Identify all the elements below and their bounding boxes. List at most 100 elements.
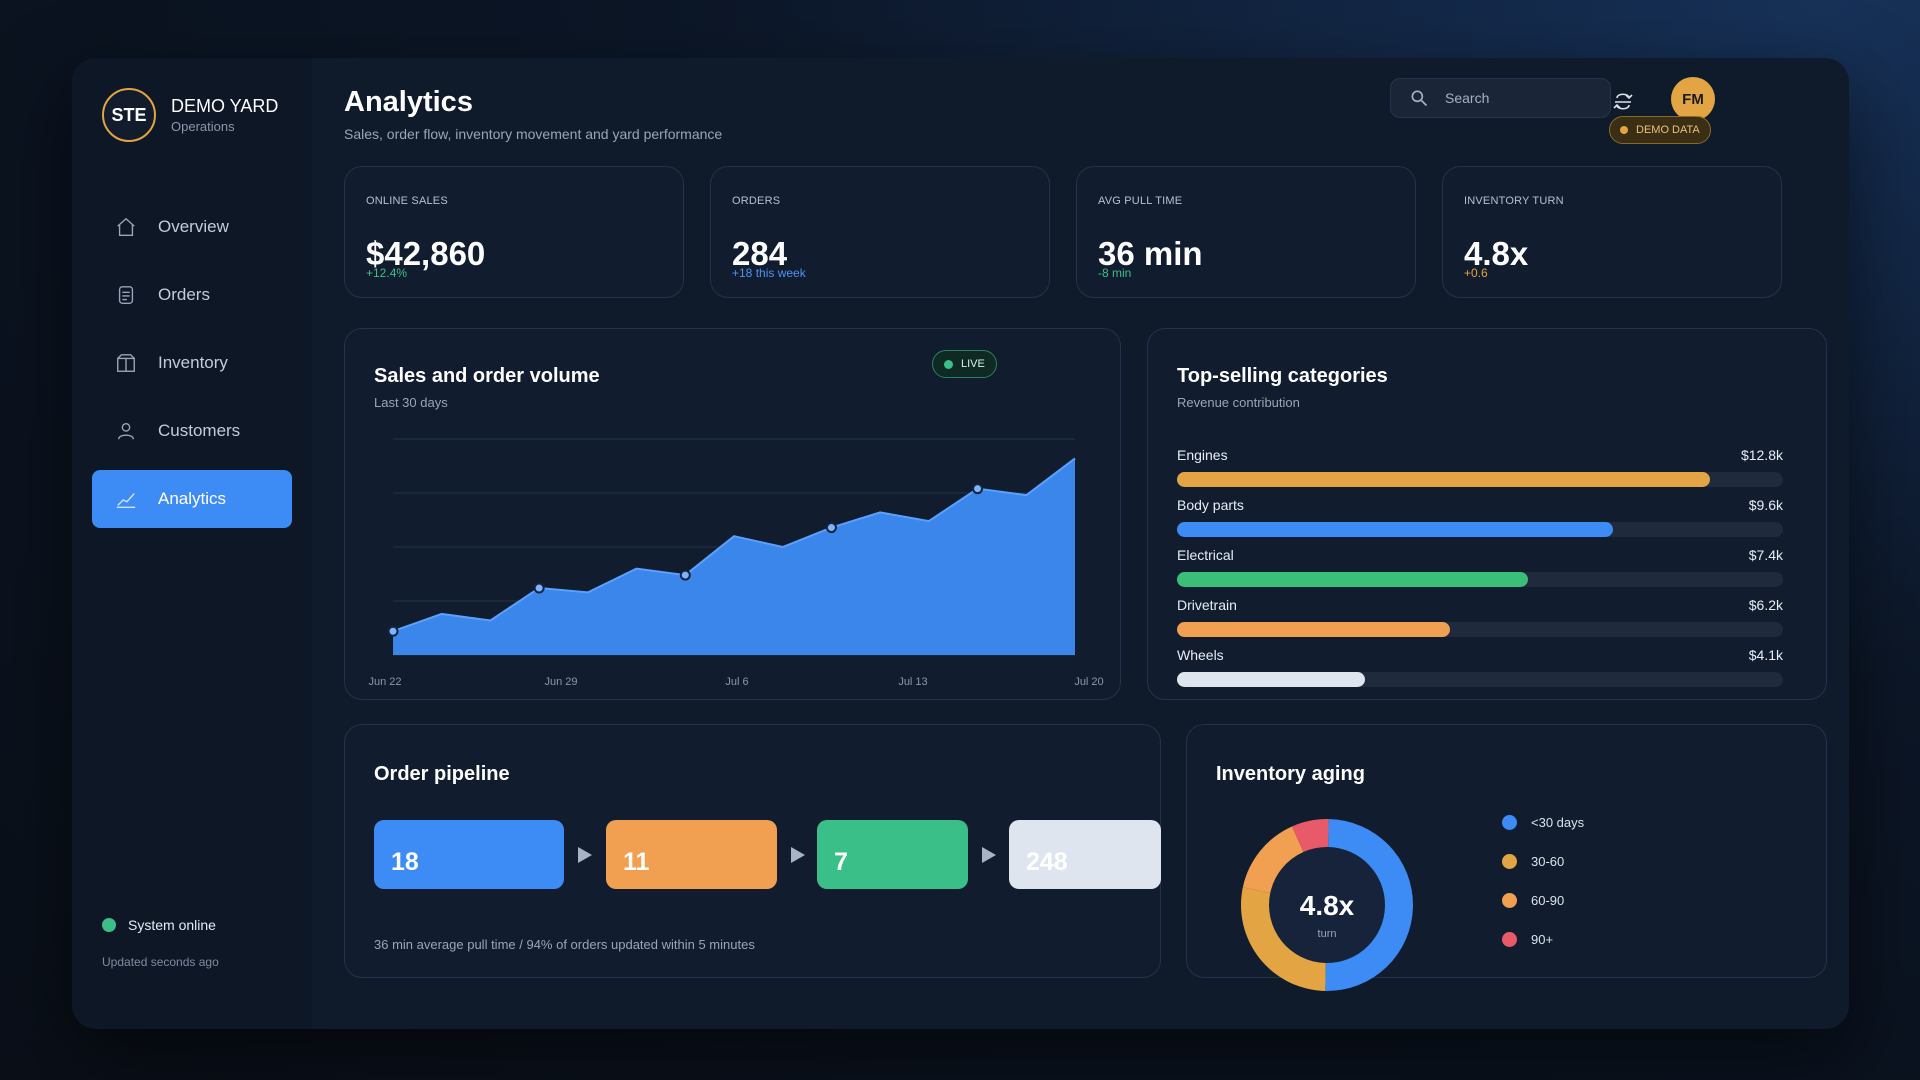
search-icon [1409,88,1429,108]
card-title: Inventory aging [1216,763,1365,785]
kpi-label: ONLINE SALES [366,195,448,207]
live-label: LIVE [961,358,985,370]
pipeline-stage[interactable]: 18 [374,820,564,889]
kpi-delta: +0.6 [1464,266,1488,280]
kpi-card-avg-pull-time: AVG PULL TIME 36 min -8 min [1076,166,1416,298]
inventory-aging-donut: 4.8x turn [1241,819,1413,991]
sidebar: STE DEMO YARD Operations Overview Orders [72,58,312,1029]
donut-hole [1269,847,1385,963]
avatar[interactable]: FM [1671,77,1715,121]
legend-item: 90+ [1502,932,1553,947]
sidebar-item-label: Inventory [158,353,228,372]
home-icon [114,215,138,239]
legend-swatch [1502,815,1517,830]
sidebar-nav: Overview Orders Inventory Customers [92,198,292,538]
card-subtitle: Revenue contribution [1177,395,1300,410]
pipeline-stage-count: 11 [623,848,650,876]
status-dot [102,918,116,932]
pipeline-arrow-icon [791,847,805,863]
legend-item: <30 days [1502,815,1584,830]
sidebar-item-analytics[interactable]: Analytics [92,470,292,528]
category-bar-fill [1177,672,1365,687]
user-icon [114,419,138,443]
kpi-value: 284 [732,235,788,272]
card-title: Order pipeline [374,763,510,785]
chart-x-tick-label: Jul 6 [725,676,748,688]
card-subtitle: Last 30 days [374,395,448,410]
page-subtitle: Sales, order flow, inventory movement an… [344,126,723,142]
category-bar-fill [1177,572,1529,587]
chart-area-line [392,457,1076,633]
sidebar-item-orders[interactable]: Orders [92,266,292,324]
card-title: Top-selling categories [1177,365,1388,387]
card-title: Sales and order volume [374,365,600,387]
badge-dot [1620,126,1628,134]
category-value: $6.2k [1748,597,1783,613]
pipeline-stage-count: 7 [834,848,848,876]
category-value: $4.1k [1748,647,1783,663]
category-row: Body parts $9.6k [1177,497,1783,537]
live-badge: LIVE [932,350,997,378]
legend-label: 30-60 [1531,854,1565,869]
sidebar-item-label: Analytics [158,489,227,508]
brand[interactable]: STE DEMO YARD Operations [102,88,278,142]
sidebar-item-label: Overview [158,217,229,236]
category-name: Electrical [1177,547,1234,563]
system-status: System online Updated seconds ago [102,917,219,969]
orders-icon [114,283,138,307]
kpi-label: INVENTORY TURN [1464,195,1564,207]
demo-data-label: DEMO DATA [1636,124,1700,136]
category-value: $12.8k [1740,447,1783,463]
chart-x-tick-label: Jun 29 [544,676,577,688]
legend-swatch [1502,854,1517,869]
sync-icon[interactable] [1608,86,1638,116]
category-bar-fill [1177,622,1450,637]
kpi-card-inventory-turn: INVENTORY TURN 4.8x +0.6 [1442,166,1782,298]
live-dot [944,359,953,369]
category-name: Body parts [1177,497,1244,513]
system-status-text: System online [128,917,216,933]
kpi-card-orders: ORDERS 284 +18 this week [710,166,1050,298]
pipeline-stage[interactable]: 11 [606,820,777,889]
chart-icon [114,487,138,511]
legend-label: 90+ [1531,932,1554,947]
chart-x-tick-label: Jun 22 [368,676,401,688]
pipeline-stage[interactable]: 7 [817,820,968,889]
category-row: Engines $12.8k [1177,447,1783,487]
donut-slice [1241,887,1326,991]
legend-label: <30 days [1531,815,1585,830]
pipeline-stage-count: 248 [1026,848,1068,876]
legend-item: 60-90 [1502,893,1564,908]
sidebar-item-customers[interactable]: Customers [92,402,292,460]
chart-data-point [679,569,691,581]
search-input[interactable]: Search [1390,78,1611,118]
sidebar-item-label: Orders [158,285,210,304]
system-updated-text: Updated seconds ago [102,955,219,969]
category-row: Drivetrain $6.2k [1177,597,1783,637]
pipeline-stage[interactable]: 248 [1009,820,1161,889]
kpi-delta: +12.4% [366,266,408,280]
category-bar-track [1177,672,1783,687]
donut-center-value: 4.8x [1300,890,1355,921]
kpi-label: AVG PULL TIME [1098,195,1183,207]
order-pipeline-card: Order pipeline 18 11 7 248 36 min averag… [344,724,1161,978]
category-bar-track [1177,572,1783,587]
kpi-label: ORDERS [732,195,781,207]
page-title: Analytics [344,86,473,118]
pipeline-arrow-icon [982,847,996,863]
sales-area-chart: Jun 22 Jun 29 Jul 6 Jul 13 Jul 20 [368,438,1104,688]
sidebar-item-overview[interactable]: Overview [92,198,292,256]
donut-center-label: turn [1318,928,1337,940]
category-row: Electrical $7.4k [1177,547,1783,587]
sidebar-item-inventory[interactable]: Inventory [92,334,292,392]
brand-logo: STE [102,88,156,142]
sales-chart-card: Sales and order volume Last 30 days LIVE… [344,328,1121,700]
box-icon [114,351,138,375]
legend-swatch [1502,932,1517,947]
category-value: $7.4k [1748,547,1783,563]
search-placeholder: Search [1445,90,1490,106]
legend-swatch [1502,893,1517,908]
legend-label: 60-90 [1531,893,1565,908]
main-content: Analytics Sales, order flow, inventory m… [344,58,1849,1029]
brand-name: DEMO YARD [171,96,279,116]
